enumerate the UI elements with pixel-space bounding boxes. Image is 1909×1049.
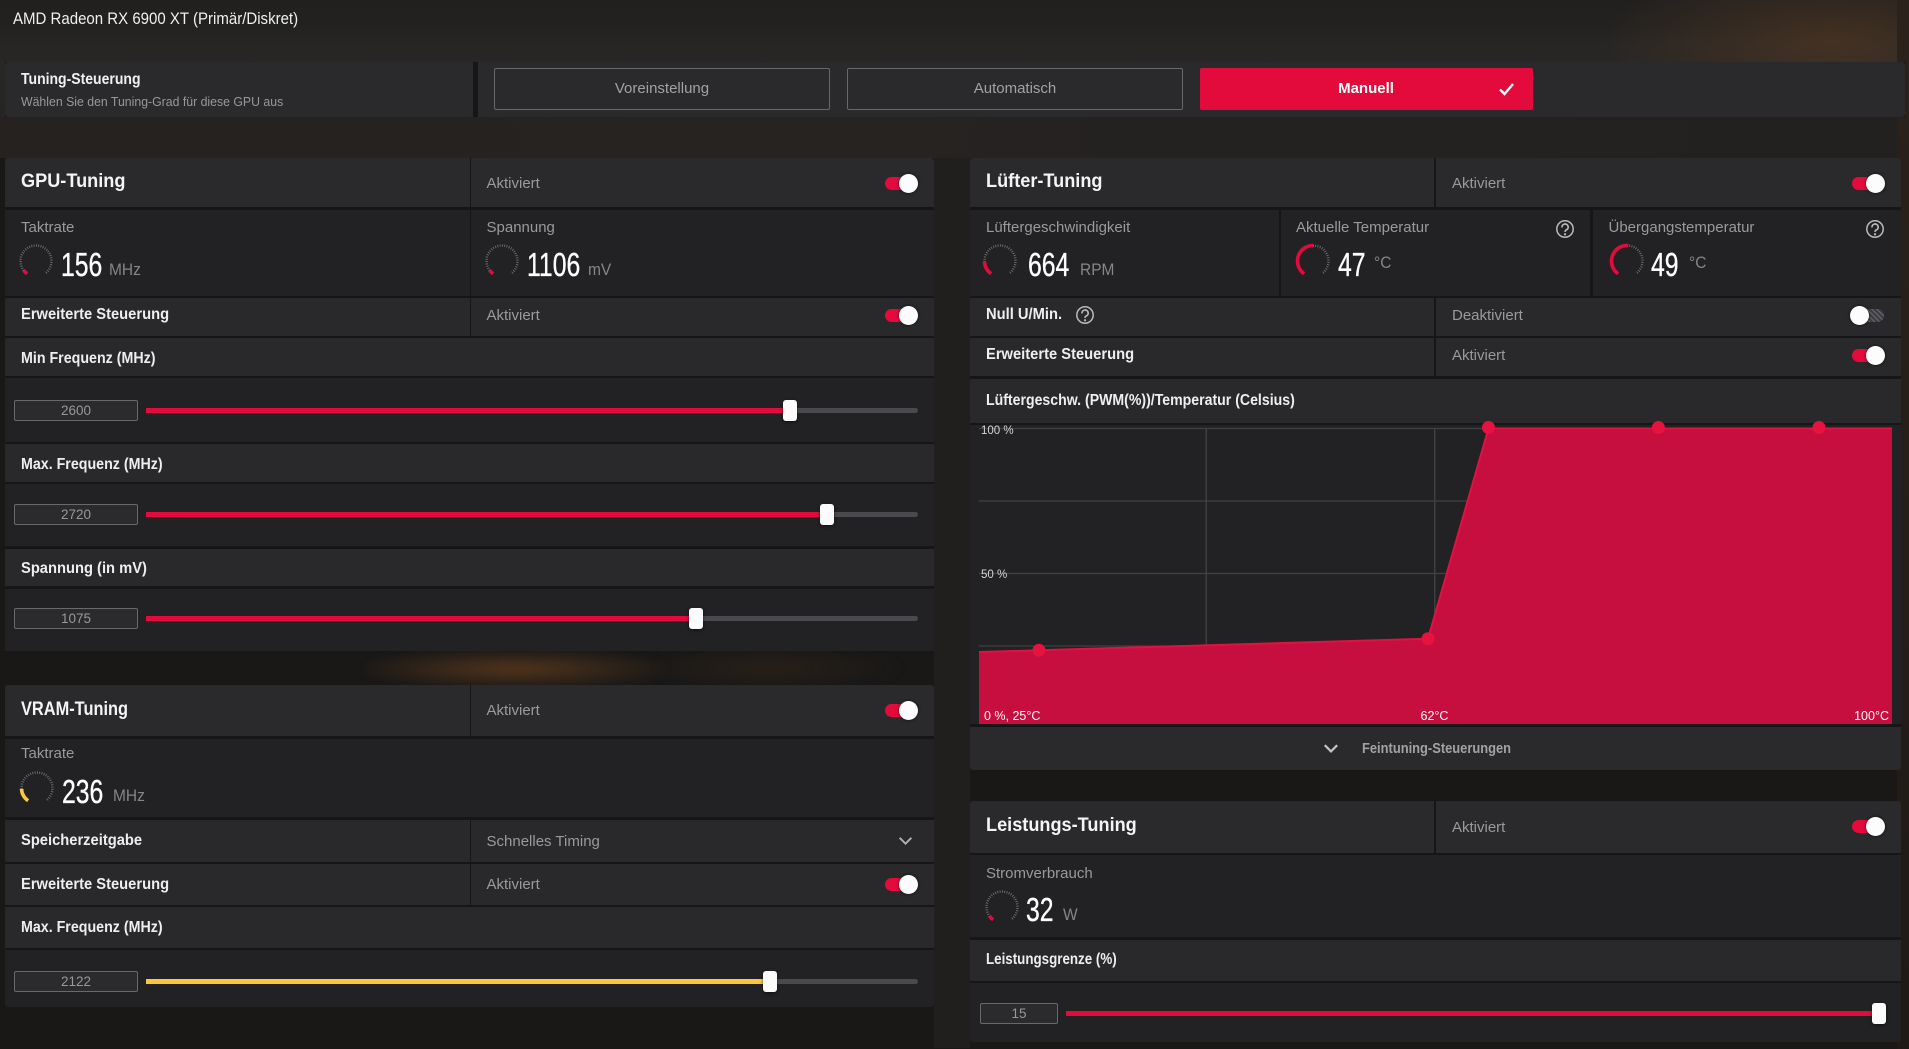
- svg-text:50 %: 50 %: [981, 569, 1007, 581]
- svg-text:100°C: 100°C: [1854, 709, 1889, 723]
- svg-text:100 %: 100 %: [981, 425, 1014, 437]
- svg-text:0 %, 25°C: 0 %, 25°C: [984, 709, 1040, 723]
- svg-text:62°C: 62°C: [1421, 709, 1449, 723]
